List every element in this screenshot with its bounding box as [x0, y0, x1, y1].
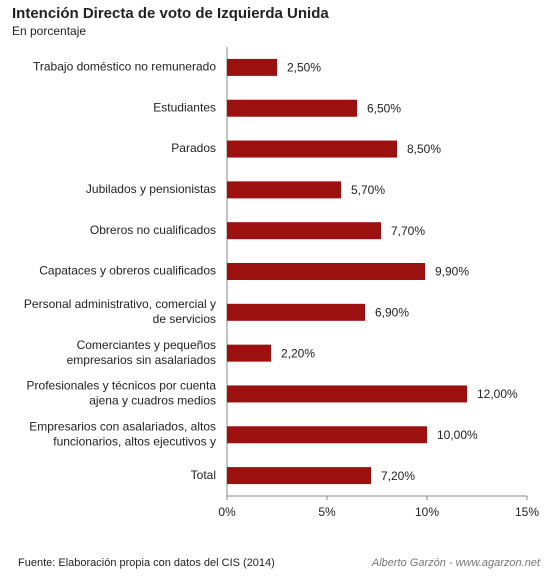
- bar: [227, 99, 357, 117]
- y-tick-label: Capataces y obreros cualificados: [39, 264, 216, 278]
- y-tick-label: Jubilados y pensionistas: [86, 182, 216, 196]
- source-note: Fuente: Elaboración propia con datos del…: [18, 557, 275, 569]
- y-tick-label: Profesionales y técnicos por cuenta: [27, 379, 217, 393]
- bar: [227, 385, 467, 403]
- bar: [227, 303, 365, 321]
- bar: [227, 222, 381, 240]
- y-tick-label: empresarios sin asalariados: [67, 353, 216, 367]
- y-tick-label: Trabajo doméstico no remunerado: [33, 60, 216, 74]
- y-tick-label: Comerciantes y pequeños: [77, 338, 216, 352]
- bar: [227, 263, 425, 280]
- value-label: 8,50%: [407, 142, 441, 156]
- y-tick-label: Personal administrativo, comercial y: [24, 297, 216, 311]
- value-label: 6,50%: [367, 101, 401, 115]
- y-tick-label: Obreros no cualificados: [90, 223, 216, 237]
- value-label: 10,00%: [437, 428, 478, 442]
- y-tick-label: Empresarios con asalariados, altos: [29, 419, 216, 433]
- chart-title: Intención Directa de voto de Izquierda U…: [12, 5, 329, 22]
- value-label: 9,90%: [435, 265, 469, 279]
- value-label: 6,90%: [375, 305, 409, 319]
- chart-subtitle: En porcentaje: [12, 24, 86, 38]
- value-label: 2,20%: [281, 346, 315, 360]
- y-tick-label: Parados: [171, 141, 216, 155]
- bar: [227, 426, 427, 444]
- value-label: 12,00%: [477, 387, 518, 401]
- x-tick-label: 5%: [318, 505, 336, 519]
- credit-note: Alberto Garzón - www.agarzon.net: [371, 557, 541, 569]
- bar: [227, 58, 277, 76]
- y-tick-label: Total: [191, 468, 216, 482]
- x-tick-label: 15%: [515, 505, 539, 519]
- y-tick-label: funcionarios, altos ejecutivos y: [53, 434, 216, 448]
- value-label: 2,50%: [287, 61, 321, 75]
- bar: [227, 467, 371, 485]
- x-tick-label: 10%: [415, 505, 439, 519]
- value-label: 7,70%: [391, 224, 425, 238]
- y-tick-label: ajena y cuadros medios: [89, 394, 216, 408]
- value-label: 7,20%: [381, 469, 415, 483]
- y-tick-label: Estudiantes: [153, 100, 216, 114]
- bar: [227, 344, 271, 362]
- y-tick-label: de servicios: [153, 312, 216, 326]
- value-label: 5,70%: [351, 183, 385, 197]
- x-tick-label: 0%: [218, 505, 236, 519]
- bar: [227, 181, 341, 199]
- bar: [227, 140, 397, 158]
